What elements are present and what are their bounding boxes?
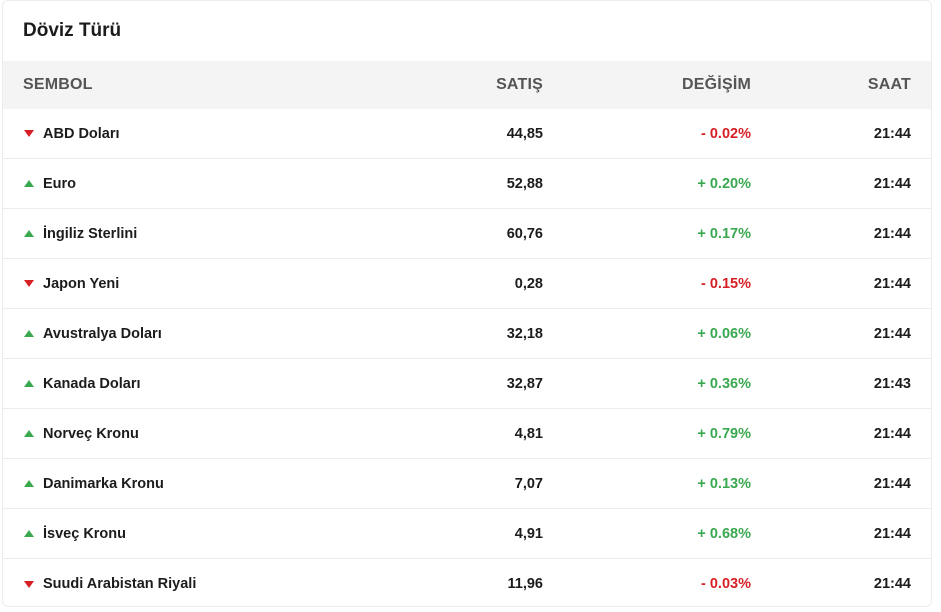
- cell-time: 21:44: [873, 225, 911, 242]
- cell-time: 21:44: [873, 125, 911, 142]
- triangle-down-icon: [24, 580, 34, 588]
- cell-symbol[interactable]: Danimarka Kronu: [3, 476, 403, 492]
- currency-name[interactable]: Kanada Doları: [43, 375, 141, 392]
- table-row[interactable]: Kanada Doları 32,87 + 0.36% 21:43: [3, 359, 931, 409]
- cell-time: 21:44: [873, 525, 911, 542]
- currency-name[interactable]: ABD Doları: [43, 125, 120, 142]
- triangle-down-icon: [24, 280, 34, 287]
- triangle-up-icon: [24, 180, 34, 187]
- table-row[interactable]: Avustralya Doları 32,18 + 0.06% 21:44: [3, 309, 931, 359]
- cell-time: 21:44: [873, 425, 911, 442]
- cell-sell-price: 32,18: [506, 325, 543, 342]
- cell-symbol[interactable]: Euro: [3, 176, 403, 192]
- triangle-up-icon: [24, 530, 34, 537]
- cell-symbol[interactable]: Avustralya Doları: [3, 326, 403, 342]
- table-row[interactable]: Norveç Kronu 4,81 + 0.79% 21:44: [3, 409, 931, 459]
- table-row[interactable]: İngiliz Sterlini 60,76 + 0.17% 21:44: [3, 209, 931, 259]
- currency-name[interactable]: İngiliz Sterlini: [43, 225, 138, 242]
- table-row[interactable]: Suudi Arabistan Riyali 11,96 - 0.03% 21:44: [3, 559, 931, 606]
- cell-symbol[interactable]: Japon Yeni: [3, 276, 403, 292]
- cell-sell-price: 44,85: [506, 125, 543, 142]
- cell-symbol[interactable]: Kanada Doları: [3, 376, 403, 392]
- cell-change-percent: + 0.68%: [697, 525, 751, 542]
- header-sell[interactable]: SATIŞ: [496, 76, 543, 93]
- cell-change-percent: + 0.36%: [697, 375, 751, 392]
- cell-sell-price: 60,76: [506, 225, 543, 242]
- cell-sell-price: 4,81: [514, 425, 543, 442]
- cell-sell-price: 0,28: [514, 275, 543, 292]
- currency-name[interactable]: Danimarka Kronu: [43, 475, 164, 492]
- cell-symbol[interactable]: Suudi Arabistan Riyali: [3, 576, 403, 592]
- header-change[interactable]: DEĞİŞİM: [682, 76, 751, 93]
- currency-name[interactable]: Suudi Arabistan Riyali: [43, 576, 197, 592]
- cell-time: 21:43: [873, 375, 911, 392]
- cell-time: 21:44: [873, 576, 911, 592]
- header-time[interactable]: SAAT: [867, 76, 911, 93]
- table-row[interactable]: Japon Yeni 0,28 - 0.15% 21:44: [3, 259, 931, 309]
- cell-change-percent: - 0.03%: [701, 576, 751, 592]
- cell-change-percent: + 0.13%: [697, 475, 751, 492]
- cell-sell-price: 32,87: [506, 375, 543, 392]
- cell-sell-price: 4,91: [514, 525, 543, 542]
- currency-name[interactable]: Norveç Kronu: [43, 425, 139, 442]
- cell-time: 21:44: [873, 325, 911, 342]
- cell-change-percent: - 0.02%: [701, 125, 751, 142]
- cell-change-percent: + 0.17%: [697, 225, 751, 242]
- cell-change-percent: + 0.79%: [697, 425, 751, 442]
- cell-change-percent: + 0.20%: [697, 175, 751, 192]
- table-row[interactable]: Danimarka Kronu 7,07 + 0.13% 21:44: [3, 459, 931, 509]
- cell-sell-price: 11,96: [507, 576, 544, 592]
- currency-name[interactable]: İsveç Kronu: [43, 525, 126, 542]
- table-row[interactable]: Euro 52,88 + 0.20% 21:44: [3, 159, 931, 209]
- cell-sell-price: 7,07: [514, 475, 543, 492]
- table-header: SEMBOL SATIŞ DEĞİŞİM SAAT: [3, 61, 931, 109]
- cell-symbol[interactable]: İngiliz Sterlini: [3, 226, 403, 242]
- header-symbol[interactable]: SEMBOL: [23, 76, 93, 93]
- triangle-down-icon: [24, 130, 34, 137]
- card-title: Döviz Türü: [23, 20, 122, 41]
- cell-symbol[interactable]: İsveç Kronu: [3, 526, 403, 542]
- currency-name[interactable]: Avustralya Doları: [43, 325, 162, 342]
- cell-time: 21:44: [873, 175, 911, 192]
- triangle-up-icon: [24, 330, 34, 337]
- cell-change-percent: - 0.15%: [701, 275, 751, 292]
- currency-name[interactable]: Euro: [43, 175, 77, 192]
- triangle-up-icon: [24, 380, 34, 387]
- cell-symbol[interactable]: ABD Doları: [3, 126, 403, 142]
- cell-time: 21:44: [873, 475, 911, 492]
- triangle-up-icon: [24, 480, 34, 487]
- triangle-up-icon: [24, 230, 34, 237]
- cell-symbol[interactable]: Norveç Kronu: [3, 426, 403, 442]
- currency-name[interactable]: Japon Yeni: [43, 275, 120, 292]
- table-row[interactable]: ABD Doları 44,85 - 0.02% 21:44: [3, 109, 931, 159]
- table-body: ABD Doları 44,85 - 0.02% 21:44 Euro 52,88 + 0.…: [3, 109, 931, 606]
- table-row[interactable]: İsveç Kronu 4,91 + 0.68% 21:44: [3, 509, 931, 559]
- triangle-up-icon: [24, 430, 34, 437]
- cell-change-percent: + 0.06%: [697, 325, 751, 342]
- cell-time: 21:44: [873, 275, 911, 292]
- cell-sell-price: 52,88: [506, 175, 543, 192]
